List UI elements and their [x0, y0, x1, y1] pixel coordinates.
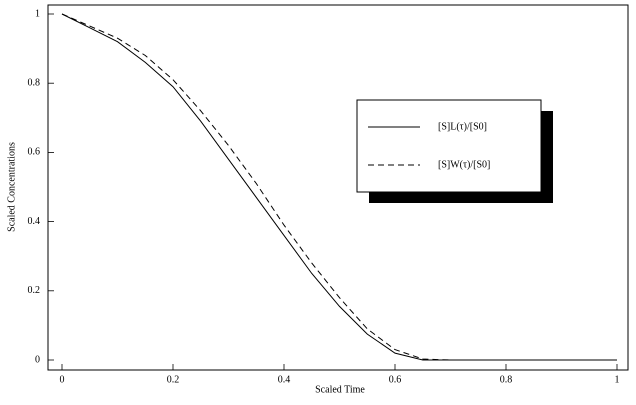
y-tick-label: 0.8: [28, 77, 41, 88]
y-tick-label: 0.2: [28, 285, 41, 296]
x-axis-label: Scaled Time: [315, 384, 365, 395]
x-tick-label: 1: [615, 374, 620, 385]
legend-label: [S]L(τ)/[S0]: [438, 121, 487, 132]
line-series: [61, 13, 617, 361]
x-tick-label: 0.4: [278, 374, 291, 385]
y-tick-label: 0: [35, 354, 40, 365]
x-tick-label: 0.6: [389, 374, 402, 385]
legend-label: [S]W(τ)/[S0]: [438, 159, 490, 170]
legend: [356, 99, 542, 193]
y-tick-label: 0.4: [28, 216, 41, 227]
y-tick-label: 1: [35, 8, 40, 19]
x-tick-label: 0.8: [500, 374, 513, 385]
y-tick-label: 0.6: [28, 147, 41, 158]
x-tick-label: 0.2: [167, 374, 180, 385]
plot-frame: [47, 4, 629, 371]
x-tick-label: 0: [60, 374, 65, 385]
y-axis-label: Scaled Concentrations: [6, 142, 17, 232]
